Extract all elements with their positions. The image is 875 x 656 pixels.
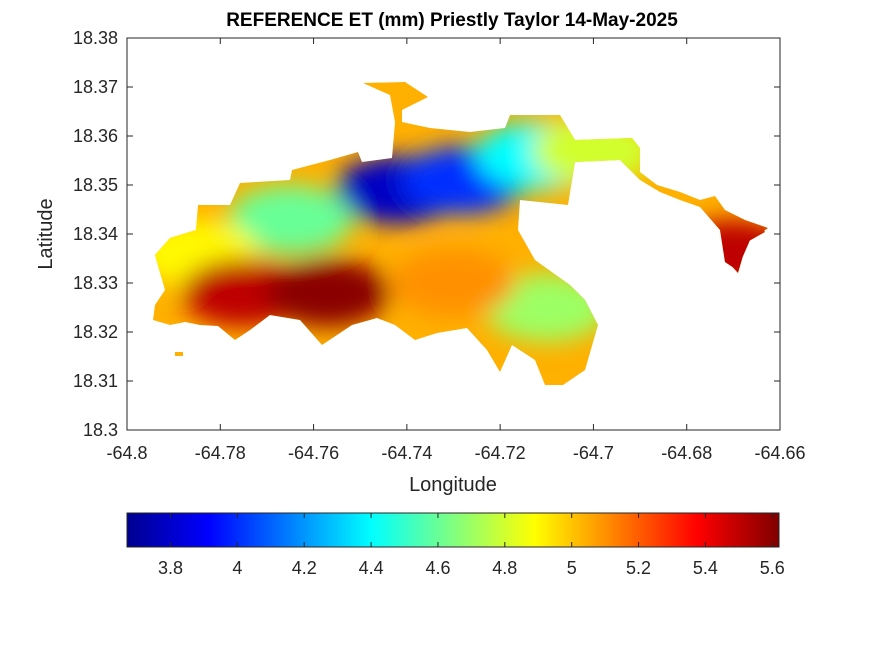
x-tick-label: -64.8 [106,443,147,463]
colorbar-tick-label: 5.2 [626,558,651,578]
et-region-3 [228,185,353,254]
colorbar-tick-label: 5.6 [760,558,785,578]
x-tick-label: -64.68 [661,443,712,463]
colorbar-tick-label: 4.8 [492,558,517,578]
colorbar-tick-label: 4 [232,558,242,578]
y-tick-label: 18.3 [83,420,118,440]
x-axis-ticks: -64.8 -64.78 -64.76 -64.74 -64.72 -64.7 -64.68… [106,38,806,463]
y-tick-label: 18.38 [73,28,118,48]
chart-title: REFERENCE ET (mm) Priestly Taylor 14-May… [226,10,678,31]
y-tick-label: 18.31 [73,371,118,391]
x-tick-label: -64.76 [288,443,339,463]
colorbar-tick-label: 4.2 [292,558,317,578]
colorbar-tick-label: 3.8 [158,558,183,578]
colorbar-tick-label: 4.6 [425,558,450,578]
y-tick-label: 18.35 [73,175,118,195]
x-tick-label: -64.7 [573,443,614,463]
colorbar-tick-label: 5 [567,558,577,578]
colorbar [126,512,780,548]
x-tick-label: -64.74 [381,443,432,463]
colorbar-ticks: 3.8 4 4.2 4.4 4.6 4.8 5 5.2 5.4 5.6 [158,513,785,578]
y-tick-label: 18.36 [73,126,118,146]
x-tick-label: -64.78 [195,443,246,463]
y-tick-label: 18.34 [73,224,118,244]
et-region-9 [265,258,390,327]
y-axis-ticks: 18.3 18.31 18.32 18.33 18.34 18.35 18.36 18.37 1… [73,28,780,440]
colorbar-tick-label: 5.4 [693,558,718,578]
y-tick-label: 18.32 [73,322,118,342]
et-region-7 [391,249,516,317]
y-tick-label: 18.33 [73,273,118,293]
x-tick-label: -64.66 [754,443,805,463]
x-axis-label: Longitude [409,474,497,496]
y-axis-label: Latitude [35,198,57,269]
colorbar-tick-label: 4.4 [359,558,384,578]
y-tick-label: 18.37 [73,77,118,97]
x-tick-label: -64.72 [475,443,526,463]
